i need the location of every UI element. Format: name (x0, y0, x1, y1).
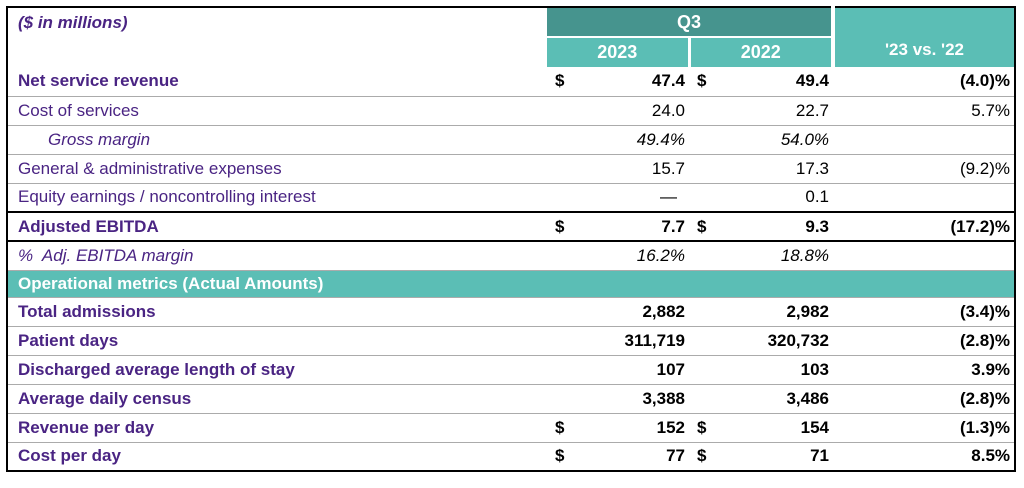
value-2022: 18.8% (689, 241, 834, 271)
value-2023: $77 (555, 446, 685, 466)
value-2022: 17.3 (689, 154, 834, 184)
row-label: Discharged average length of stay (7, 355, 547, 385)
table-row-adjusted-ebitda: Adjusted EBITDA $7.7 $9.3 (17.2)% (7, 211, 1016, 242)
table-row-ebitda-margin: % Adj. EBITDA margin 16.2% 18.8% (7, 241, 1016, 271)
currency-sign: $ (555, 216, 565, 236)
value-change: (3.4)% (833, 297, 1016, 327)
currency-sign: $ (555, 417, 565, 437)
table-row-discharged-alos: Discharged average length of stay 107 10… (7, 355, 1016, 385)
row-label: Total admissions (7, 297, 547, 327)
value-2023: $152 (547, 413, 689, 443)
section-banner: Operational metrics (Actual Amounts) (7, 269, 1016, 298)
value-2022: 0.1 (689, 183, 834, 213)
value-2022: 22.7 (689, 96, 834, 126)
currency-sign: $ (697, 446, 707, 466)
currency-sign: $ (697, 417, 707, 437)
value-2023: 15.7 (547, 154, 689, 184)
table-row-patient-days: Patient days 311,719 320,732 (2.8)% (7, 326, 1016, 356)
table-row-equity-earnings: Equity earnings / noncontrolling interes… (7, 183, 1016, 213)
row-label: Cost of services (7, 96, 547, 126)
value-change (833, 183, 1016, 213)
value-change: (2.8)% (833, 384, 1016, 414)
value-2022: $154 (689, 413, 834, 443)
table-row-ga-expenses: General & administrative expenses 15.7 1… (7, 154, 1016, 184)
value-2022: 103 (689, 355, 834, 385)
row-label: % Adj. EBITDA margin (7, 241, 547, 271)
row-label: Equity earnings / noncontrolling interes… (7, 183, 547, 213)
table-row-cost-per-day: Cost per day $77 $71 8.5% (7, 442, 1015, 471)
value-2023: 3,388 (547, 384, 689, 414)
value-2023: 49.4% (547, 125, 689, 155)
header-row-years: 2023 2022 (7, 37, 1015, 67)
value-2022: 3,486 (689, 384, 834, 414)
currency-sign: $ (697, 71, 707, 91)
value-change: 5.7% (833, 96, 1016, 126)
header-col-2023: 2023 (547, 37, 689, 67)
value-2022: $71 (697, 446, 830, 466)
value-2022: 54.0% (689, 125, 834, 155)
currency-sign: $ (697, 216, 707, 236)
header-col-2022: 2022 (687, 37, 834, 67)
value-2023: 2,882 (547, 297, 689, 327)
value-2023: 107 (547, 355, 689, 385)
value-2022: 2,982 (689, 297, 834, 327)
em-dash-value: — (660, 187, 677, 207)
table-row-cost-of-services: Cost of services 24.0 22.7 5.7% (7, 96, 1016, 126)
row-label: Revenue per day (7, 413, 547, 443)
value-change: (2.8)% (833, 326, 1016, 356)
value-2023: — (547, 183, 689, 213)
currency-sign: $ (555, 446, 565, 466)
header-quarter-group: Q3 (547, 7, 834, 38)
units-note: ($ in millions) (7, 7, 547, 67)
value-change: (1.3)% (833, 413, 1016, 443)
value-change: (9.2)% (833, 154, 1016, 184)
value-2022: $9.3 (689, 211, 834, 242)
value-2023: 24.0 (547, 96, 689, 126)
value-2022: 320,732 (689, 326, 834, 356)
value-2023: $47.4 (547, 67, 689, 97)
table-row-gross-margin: Gross margin 49.4% 54.0% (7, 125, 1016, 155)
value-change: (17.2)% (833, 211, 1016, 242)
row-label: General & administrative expenses (7, 154, 547, 184)
value-change (833, 125, 1016, 155)
value-2022: $49.4 (689, 67, 834, 97)
section-banner-row: Operational metrics (Actual Amounts) (7, 269, 1016, 298)
table-row-revenue-per-day: Revenue per day $152 $154 (1.3)% (7, 413, 1016, 443)
value-change: 3.9% (833, 355, 1016, 385)
value-2023: 16.2% (547, 241, 689, 271)
value-change: 8.5% (971, 446, 1011, 466)
value-change: (4.0)% (833, 67, 1016, 97)
header-col-vs: '23 vs. '22 (831, 7, 1016, 67)
table-row-total-admissions: Total admissions 2,882 2,982 (3.4)% (7, 297, 1016, 327)
financial-table: ($ in millions) Q3 '23 vs. '22 2023 2022… (6, 6, 1017, 472)
header-row-group: ($ in millions) Q3 '23 vs. '22 (7, 7, 1016, 67)
value-2023: 311,719 (547, 326, 689, 356)
table-row-average-daily-census: Average daily census 3,388 3,486 (2.8)% (7, 384, 1016, 414)
value-2023: $7.7 (547, 211, 689, 242)
row-label: Cost per day (18, 446, 121, 466)
row-label: Patient days (7, 326, 547, 356)
currency-sign: $ (555, 71, 565, 91)
row-label: Gross margin (7, 125, 547, 155)
table-row-net-service-revenue: Net service revenue $47.4 $49.4 (4.0)% (7, 67, 1016, 97)
value-change (833, 241, 1016, 271)
row-label: Net service revenue (7, 67, 547, 97)
financial-summary-sheet: ($ in millions) Q3 '23 vs. '22 2023 2022… (6, 6, 1018, 476)
row-label: Adjusted EBITDA (7, 211, 547, 242)
row-label: Average daily census (7, 384, 547, 414)
